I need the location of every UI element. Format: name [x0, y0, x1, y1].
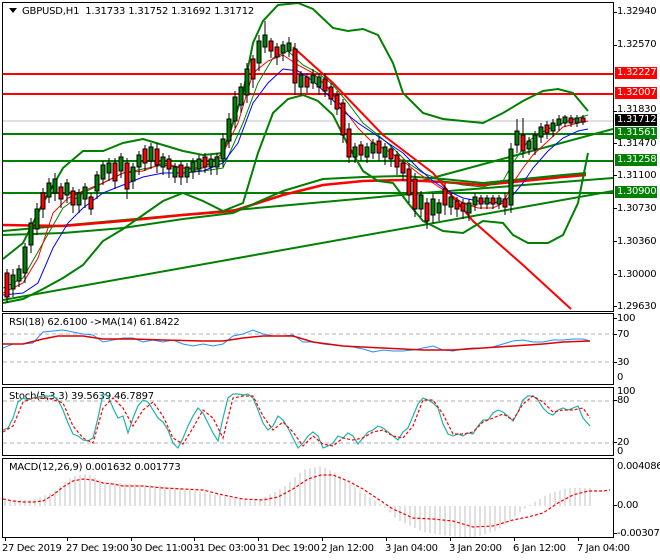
axis-tick: [614, 505, 617, 506]
macd-plot: [3, 466, 611, 537]
price-tick: 1.30730: [617, 203, 657, 214]
price-tick: 1.30000: [617, 269, 657, 280]
stoch-plot: [3, 393, 613, 450]
axis-tick: [614, 175, 617, 176]
price-tick: 1.32940: [617, 6, 657, 17]
time-label: 30 Dec 11:00: [130, 543, 193, 554]
axis-tick: [614, 318, 617, 319]
stoch-tick: 100: [617, 386, 636, 397]
stoch-tick: 0: [617, 446, 624, 457]
axis-tick: [614, 111, 617, 112]
time-tick: [578, 537, 579, 541]
time-tick: [131, 537, 132, 541]
rsi-tick: 100: [617, 313, 636, 324]
price-chart-panel[interactable]: GBPUSD,H1 1.31733 1.31752 1.31692 1.3171…: [2, 2, 614, 312]
rsi-tick: 0: [617, 372, 624, 383]
axis-tick: [614, 400, 617, 401]
time-label: 6 Jan 12:00: [513, 543, 566, 554]
rsi-panel[interactable]: RSI(18) 62.6100 ->MA(14) 61.8422: [2, 313, 614, 385]
axis-tick: [614, 208, 617, 209]
time-tick: [258, 537, 259, 541]
time-label: 31 Dec 19:00: [257, 543, 320, 554]
axis-tick: [614, 442, 617, 443]
axis-tick: [614, 241, 617, 242]
axis-tick: [614, 274, 617, 275]
time-label: 27 Dec 19:00: [66, 543, 129, 554]
price-tick: 1.31100: [617, 170, 657, 181]
axis-tick: [614, 306, 617, 307]
price-tick: 1.31830: [617, 104, 657, 115]
chart-header: GBPUSD,H1 1.31733 1.31752 1.31692 1.3171…: [9, 6, 254, 17]
candles: [4, 21, 586, 303]
support-level-tag: 1.31561: [615, 127, 657, 139]
time-tick: [386, 537, 387, 541]
time-tick: [67, 537, 68, 541]
price-tick: 1.29630: [617, 301, 657, 312]
ohlc-open: 1.31733: [85, 6, 126, 17]
support-level-tag: 1.30900: [615, 186, 657, 198]
resistance-level-tag: 1.32227: [615, 67, 657, 79]
time-label: 31 Dec 03:00: [193, 543, 256, 554]
symbol-name: GBPUSD,H1: [22, 6, 80, 17]
stoch-tick: 20: [617, 437, 630, 448]
time-label: 27 Dec 2019: [2, 543, 62, 554]
ohlc-high: 1.31752: [128, 6, 169, 17]
time-label: 3 Jan 04:00: [385, 543, 438, 554]
resistance-level-tag: 1.32007: [615, 87, 657, 99]
current-price-tag: 1.31712: [615, 114, 657, 126]
chevron-down-icon[interactable]: [9, 8, 17, 13]
time-tick: [194, 537, 195, 541]
rsi-tick: 30: [617, 357, 630, 368]
ohlc-close: 1.31712: [214, 6, 255, 17]
rsi-plot: [3, 329, 613, 363]
macd-panel[interactable]: MACD(12,26,9) 0.001632 0.001773: [2, 458, 614, 538]
stoch-title: Stoch(5,3,3) 39.5639 46.7897: [9, 391, 154, 402]
axis-tick: [614, 362, 617, 363]
macd-tick: 0.00: [617, 500, 639, 511]
macd-tick: -0.003079: [617, 528, 660, 539]
axis-tick: [614, 45, 617, 46]
price-plot: [3, 3, 613, 310]
macd-title: MACD(12,26,9) 0.001632 0.001773: [9, 462, 181, 473]
time-label: 3 Jan 20:00: [449, 543, 502, 554]
macd-tick: 0.004086: [617, 461, 660, 472]
time-label: 2 Jan 12:00: [321, 543, 374, 554]
price-tick: 1.30360: [617, 236, 657, 247]
support-level-tag: 1.31258: [615, 154, 657, 166]
time-label: 7 Jan 04:00: [577, 543, 630, 554]
stoch-tick: 80: [617, 395, 630, 406]
rsi-tick: 70: [617, 329, 630, 340]
axis-tick: [614, 334, 617, 335]
stochastic-panel[interactable]: Stoch(5,3,3) 39.5639 46.7897: [2, 387, 614, 456]
time-tick: [322, 537, 323, 541]
time-tick: [450, 537, 451, 541]
time-tick: [514, 537, 515, 541]
rsi-title: RSI(18) 62.6100 ->MA(14) 61.8422: [9, 317, 180, 328]
axis-tick: [614, 143, 617, 144]
price-tick: 1.31470: [617, 138, 657, 149]
axis-tick: [614, 533, 617, 534]
price-tick: 1.32570: [617, 39, 657, 50]
ohlc-low: 1.31692: [171, 6, 212, 17]
axis-tick: [614, 12, 617, 13]
time-tick: [5, 537, 6, 541]
